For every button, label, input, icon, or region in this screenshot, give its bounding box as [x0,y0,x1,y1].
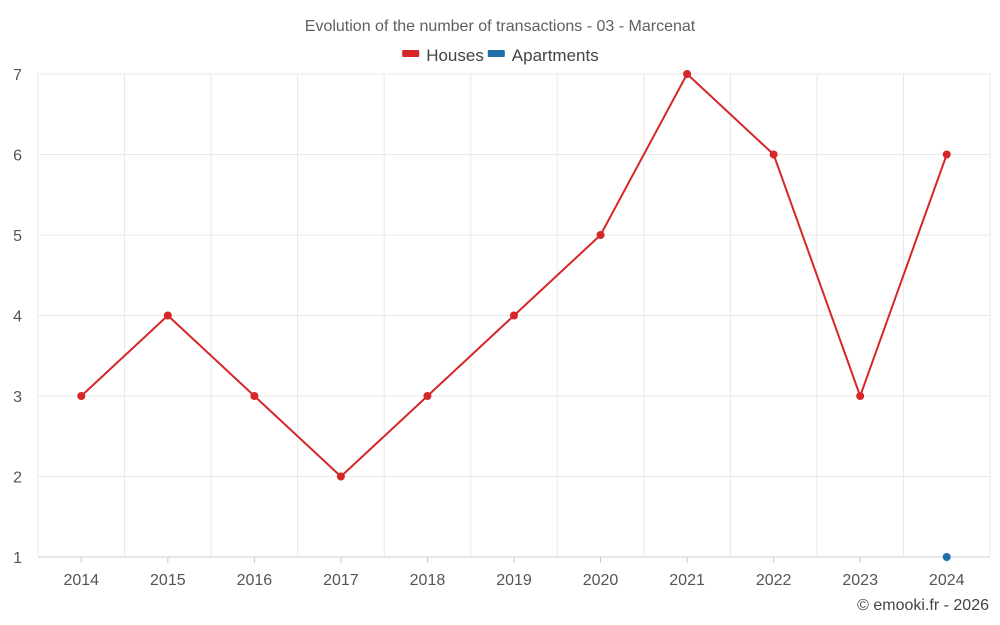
y-tick-label: 5 [13,228,22,245]
y-tick-label: 4 [13,309,22,326]
houses-point [510,311,518,320]
houses-point [250,392,259,400]
y-tick-label: 6 [13,148,22,165]
x-tick-label: 2020 [583,572,619,589]
houses-point [336,472,345,481]
y-tick-label: 3 [13,389,22,406]
legend-label-apartments: Apartments [512,46,599,65]
y-tick-label: 7 [13,67,22,84]
y-tick-label: 1 [13,550,22,567]
houses-point [683,70,692,78]
x-tick-label: 2021 [669,572,705,589]
houses-point [77,392,86,400]
x-tick-label: 2022 [756,572,792,589]
x-tick-label: 2017 [323,572,359,589]
legend-swatch-houses [402,50,420,57]
series-layer [77,70,951,561]
legend-swatch-apartments [487,50,505,57]
y-tick-label: 2 [13,470,22,487]
houses-point [163,311,172,320]
x-tick-label: 2019 [496,572,532,589]
x-tick-label: 2016 [237,572,273,589]
x-tick-label: 2018 [410,572,446,589]
houses-point [596,231,605,239]
houses-point [423,392,432,400]
chart-title: Evolution of the number of transactions … [305,18,696,35]
x-tick-label: 2015 [150,572,186,589]
legend-label-houses: Houses [426,46,484,65]
apartments-point [942,553,951,561]
houses-point [942,150,951,159]
houses-point [856,392,865,400]
x-tick-label: 2023 [842,572,878,589]
credit-text: © emooki.fr - 2026 [857,597,989,614]
axes: 1 2 3 4 5 6 7 2014 2015 2016 2017 2018 2019 2020 2021 2… [13,67,965,589]
x-tick-label: 2014 [63,572,99,589]
legend: Houses Apartments [402,46,599,65]
houses-point [769,150,778,159]
x-tick-label: 2024 [929,572,965,589]
